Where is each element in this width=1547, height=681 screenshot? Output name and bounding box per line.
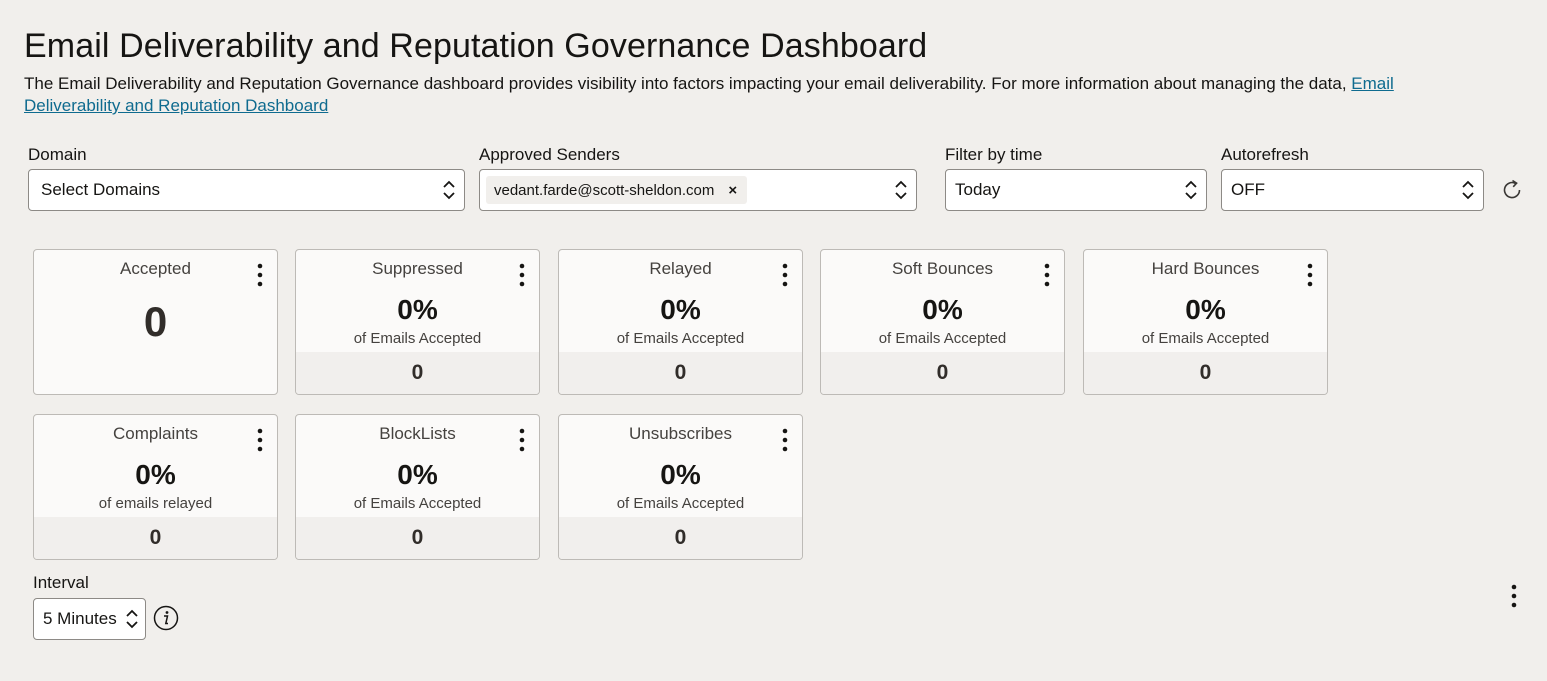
card-title: BlockLists [379, 424, 456, 443]
card-title: Accepted [120, 259, 191, 278]
card-title: Complaints [112, 424, 199, 443]
card-unsubscribes: Unsubscribes 0% of Emails Accepted 0 [558, 414, 803, 560]
chevron-updown-icon [1185, 180, 1197, 200]
info-icon[interactable] [153, 605, 179, 631]
approved-senders-select[interactable]: vedant.farde@scott-sheldon.com × [479, 169, 917, 211]
card-count: 0 [559, 517, 802, 559]
card-subtitle: of Emails Accepted [616, 330, 745, 347]
dashboard-help-link[interactable]: Email Deliverability and Reputation Dash… [24, 74, 1394, 115]
page-kebab-menu-icon[interactable] [1505, 583, 1523, 609]
card-count: 0 [1084, 352, 1327, 394]
kebab-menu-icon[interactable] [513, 262, 531, 288]
card-title: Hard Bounces [1151, 259, 1260, 278]
card-count: 0 [296, 352, 539, 394]
card-count: 0 [296, 517, 539, 559]
domain-select[interactable]: Select Domains [28, 169, 465, 211]
card-subtitle: of Emails Accepted [353, 330, 482, 347]
kebab-menu-icon[interactable] [513, 427, 531, 453]
card-percent: 0% [135, 459, 176, 490]
card-subtitle: of Emails Accepted [878, 330, 1007, 347]
card-subtitle: of Emails Accepted [1141, 330, 1270, 347]
card-count: 0 [821, 352, 1064, 394]
card-title: Suppressed [372, 259, 463, 278]
refresh-icon[interactable] [1500, 178, 1524, 202]
card-title: Relayed [649, 259, 712, 278]
page-description: The Email Deliverability and Reputation … [24, 73, 1464, 117]
kebab-menu-icon[interactable] [1301, 262, 1319, 288]
card-percent: 0% [397, 459, 438, 490]
interval-select[interactable]: 5 Minutes [33, 598, 146, 640]
kebab-menu-icon[interactable] [251, 427, 269, 453]
autorefresh-select[interactable]: OFF [1221, 169, 1484, 211]
card-title: Unsubscribes [629, 424, 732, 443]
autorefresh-value: OFF [1231, 180, 1265, 199]
interval-label: Interval [33, 573, 89, 592]
chevron-updown-icon [895, 180, 907, 200]
card-hard-bounces: Hard Bounces 0% of Emails Accepted 0 [1083, 249, 1328, 395]
card-subtitle: of Emails Accepted [616, 495, 745, 512]
card-subtitle: of emails relayed [98, 495, 213, 512]
description-text: The Email Deliverability and Reputation … [24, 74, 1352, 93]
card-value: 0 [143, 298, 168, 345]
kebab-menu-icon[interactable] [776, 262, 794, 288]
interval-value: 5 Minutes [43, 609, 117, 628]
filter-time-value: Today [955, 180, 1001, 199]
chip-remove-icon[interactable]: × [728, 181, 738, 199]
card-percent: 0% [397, 294, 438, 325]
card-relayed: Relayed 0% of Emails Accepted 0 [558, 249, 803, 395]
card-suppressed: Suppressed 0% of Emails Accepted 0 [295, 249, 540, 395]
card-percent: 0% [922, 294, 963, 325]
card-soft-bounces: Soft Bounces 0% of Emails Accepted 0 [820, 249, 1065, 395]
card-percent: 0% [660, 294, 701, 325]
approved-senders-label: Approved Senders [479, 145, 620, 164]
kebab-menu-icon[interactable] [251, 262, 269, 288]
card-title: Soft Bounces [891, 259, 994, 278]
card-percent: 0% [1185, 294, 1226, 325]
page-title: Email Deliverability and Reputation Gove… [24, 27, 928, 65]
sender-chip: vedant.farde@scott-sheldon.com × [486, 176, 748, 204]
card-blocklists: BlockLists 0% of Emails Accepted 0 [295, 414, 540, 560]
domain-label: Domain [28, 145, 87, 164]
domain-select-value: Select Domains [41, 180, 161, 199]
card-percent: 0% [660, 459, 701, 490]
chevron-updown-icon [126, 609, 138, 629]
kebab-menu-icon[interactable] [1038, 262, 1056, 288]
card-count: 0 [559, 352, 802, 394]
kebab-menu-icon[interactable] [776, 427, 794, 453]
chevron-updown-icon [1462, 180, 1474, 200]
chevron-updown-icon [443, 180, 455, 200]
filter-time-select[interactable]: Today [945, 169, 1207, 211]
card-accepted: Accepted 0 [33, 249, 278, 395]
autorefresh-label: Autorefresh [1221, 145, 1309, 164]
sender-chip-label: vedant.farde@scott-sheldon.com [494, 181, 715, 199]
card-subtitle: of Emails Accepted [353, 495, 482, 512]
filter-time-label: Filter by time [945, 145, 1043, 164]
card-complaints: Complaints 0% of emails relayed 0 [33, 414, 278, 560]
card-count: 0 [34, 517, 277, 559]
